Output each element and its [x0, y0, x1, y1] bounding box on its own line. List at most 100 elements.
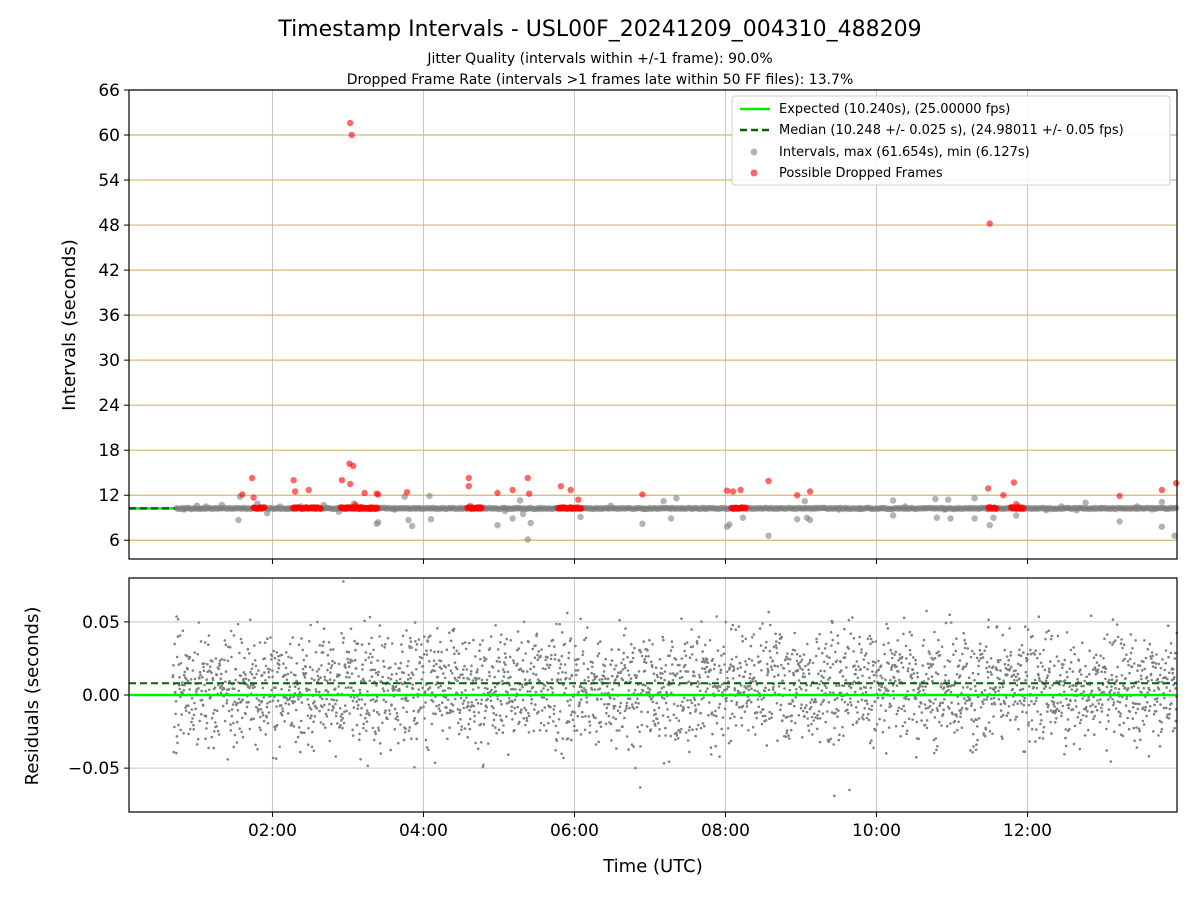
residual-point	[1065, 631, 1069, 634]
dropped-frame-point	[723, 487, 731, 494]
residual-point	[217, 683, 220, 687]
residual-point	[818, 632, 821, 636]
residual-point	[943, 665, 946, 668]
residual-point	[1162, 706, 1166, 710]
interval-point	[794, 516, 801, 523]
residual-point	[330, 664, 334, 667]
residual-point	[963, 697, 966, 700]
residual-point	[181, 681, 184, 684]
residual-point	[789, 728, 793, 732]
residual-point	[991, 732, 994, 736]
residual-point	[930, 665, 933, 668]
residual-point	[368, 615, 372, 619]
residual-point	[676, 672, 679, 675]
residual-point	[975, 718, 978, 721]
residual-point	[1131, 647, 1134, 650]
residual-point	[1065, 697, 1068, 701]
residual-point	[742, 675, 746, 679]
residual-point	[675, 716, 678, 720]
residual-point	[684, 731, 688, 734]
residual-point	[524, 652, 527, 655]
residual-point	[943, 679, 947, 682]
residual-point	[325, 697, 328, 701]
residual-point	[242, 671, 246, 674]
residual-point	[897, 670, 900, 673]
residual-point	[504, 663, 507, 666]
residual-point	[1052, 703, 1055, 706]
residual-point	[775, 651, 779, 655]
residual-point	[947, 679, 951, 683]
residual-point	[748, 684, 752, 688]
residual-point	[977, 672, 980, 676]
residual-point	[687, 680, 690, 683]
residual-point	[1164, 661, 1167, 665]
residual-point	[1161, 658, 1164, 661]
residual-point	[893, 653, 896, 656]
residual-point	[223, 719, 227, 723]
residual-point	[632, 707, 636, 710]
residual-point	[957, 702, 960, 705]
residual-point	[688, 750, 691, 754]
residual-point	[191, 717, 194, 720]
residual-point	[1000, 735, 1003, 738]
residual-point	[899, 735, 902, 738]
residual-point	[1166, 624, 1170, 628]
residual-point	[537, 650, 540, 653]
residual-point	[341, 717, 345, 720]
residual-point	[1076, 715, 1080, 719]
residual-point	[1083, 679, 1087, 683]
residual-point	[213, 686, 217, 689]
residual-point	[1129, 633, 1133, 636]
residual-point	[1044, 679, 1048, 682]
residual-point	[189, 678, 193, 681]
residual-point	[826, 710, 829, 713]
residual-point	[1027, 721, 1030, 724]
residual-point	[1042, 687, 1046, 690]
residual-point	[1133, 739, 1136, 743]
residual-point	[284, 666, 288, 670]
residual-point	[224, 643, 228, 646]
residual-point	[191, 659, 195, 662]
residual-point	[1063, 658, 1067, 662]
residual-point	[644, 655, 648, 658]
residual-point	[883, 652, 886, 656]
residual-point	[1018, 648, 1021, 651]
residual-point	[523, 706, 526, 710]
residual-point	[714, 709, 717, 713]
residual-point	[326, 690, 330, 694]
residual-point	[261, 711, 264, 714]
residual-point	[842, 684, 846, 688]
residual-point	[914, 658, 917, 662]
residual-point	[981, 700, 984, 703]
residual-point	[831, 621, 834, 624]
dropped-frame-point	[1013, 501, 1020, 508]
residual-point	[1150, 657, 1153, 660]
residual-point	[203, 683, 206, 687]
residual-point	[261, 686, 265, 690]
residual-point	[306, 743, 310, 746]
residual-point	[226, 659, 230, 663]
residual-point	[1151, 665, 1155, 668]
residual-point	[963, 646, 967, 650]
residual-point	[953, 731, 956, 734]
residual-point	[897, 706, 901, 710]
residual-point	[997, 689, 1000, 693]
residual-point	[435, 704, 438, 708]
residual-point	[915, 755, 918, 759]
residual-point	[1140, 691, 1143, 694]
residual-point	[473, 720, 476, 723]
residual-point	[1050, 634, 1054, 638]
residual-point	[932, 738, 936, 742]
residual-point	[377, 713, 381, 716]
residual-point	[223, 658, 226, 662]
residual-point	[1019, 654, 1023, 657]
residual-point	[1034, 649, 1037, 652]
residual-point	[468, 641, 471, 645]
residual-point	[1088, 672, 1091, 676]
residual-point	[263, 671, 266, 674]
residual-point	[656, 717, 659, 721]
residual-point	[1016, 672, 1020, 676]
residual-point	[585, 696, 588, 699]
residual-point	[1027, 723, 1030, 727]
residual-point	[353, 639, 356, 643]
